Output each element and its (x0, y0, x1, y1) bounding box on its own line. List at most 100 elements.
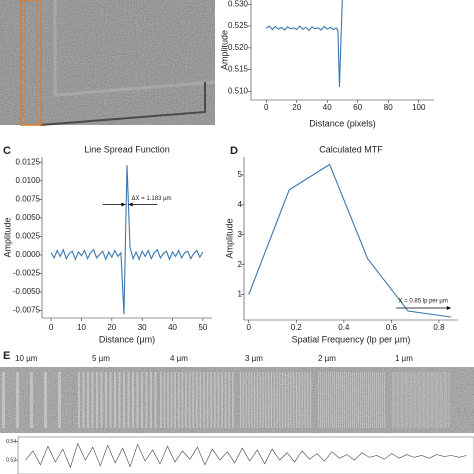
micrograph-bottom (0, 367, 474, 433)
stripe (322, 372, 323, 428)
y-axis-label: Amplitude (219, 30, 229, 70)
scale-label: 3 µm (245, 354, 263, 363)
y-tick-label: 0.525 (228, 21, 249, 30)
stripe (259, 372, 261, 428)
stripe (118, 372, 121, 428)
y-tick-label: 3 (238, 230, 243, 239)
stripe (423, 372, 424, 428)
stripe (407, 372, 409, 428)
stripe (428, 372, 429, 428)
stripe (421, 372, 423, 428)
stripe (342, 372, 343, 428)
stripe (424, 372, 425, 428)
scale-label: 2 µm (318, 354, 336, 363)
arrow-head (121, 202, 126, 207)
stripe (442, 372, 444, 428)
stripe (338, 372, 339, 428)
x-tick-label: 100 (412, 103, 426, 112)
stripe (181, 372, 184, 428)
stripe (416, 372, 418, 428)
stripe (405, 372, 406, 428)
x-tick-label: 40 (168, 323, 177, 332)
stripe (245, 372, 247, 428)
stripe (326, 372, 327, 428)
stripe (293, 372, 295, 428)
stripe (203, 372, 205, 428)
x-tick-label: 0 (49, 323, 54, 332)
stripe (372, 372, 373, 428)
x-tick-label: 0 (247, 323, 252, 332)
stripe (2, 372, 5, 428)
stripe (136, 372, 139, 428)
y-tick-label: 5 (238, 170, 243, 179)
arrow-head (128, 202, 133, 207)
stripe (196, 372, 198, 428)
stripe (242, 372, 244, 428)
stripe (254, 372, 256, 428)
stripe (167, 372, 169, 428)
stripe (411, 372, 412, 428)
data-line (25, 442, 467, 469)
x-tick-label: 30 (138, 323, 147, 332)
data-line (265, 0, 343, 87)
y-tick-label: 0.0125 (16, 157, 41, 166)
stripe (192, 372, 194, 428)
stripe (340, 372, 341, 428)
stripe (418, 372, 419, 428)
stripe (284, 372, 286, 428)
arrow-head (446, 306, 451, 311)
stripe (362, 372, 363, 428)
stripe (344, 372, 345, 428)
stripe (382, 372, 383, 428)
stripe (425, 372, 427, 428)
y-tick-label: -0.0075 (13, 306, 41, 315)
stripe (368, 372, 369, 428)
y-tick-label: 0.0100 (16, 176, 41, 185)
stripe (282, 372, 284, 428)
stripe (384, 372, 385, 428)
stripe (87, 372, 89, 428)
x-axis-label: Spatial Frequency (lp per µm) (292, 334, 411, 344)
stripe (279, 372, 281, 428)
plot-frame (17, 436, 474, 474)
y-axis-label: Amplitude (2, 217, 12, 257)
stripe (399, 372, 401, 428)
y-tick-label: 0.515 (228, 65, 249, 74)
stripe (199, 372, 202, 428)
panel-label: D (230, 145, 238, 157)
stripe (436, 372, 437, 428)
stripe (356, 372, 357, 428)
stripe (251, 372, 253, 428)
stripe (232, 372, 234, 428)
x-tick-label: 80 (384, 103, 393, 112)
x-axis-label: Distance (pixels) (309, 118, 376, 128)
stripe (217, 372, 220, 428)
stripe (320, 372, 321, 428)
stripe (296, 372, 298, 428)
data-line (50, 165, 204, 315)
x-tick-label: 60 (353, 103, 362, 112)
annotation: X = 0.85 lp per µm (399, 299, 448, 305)
x-tick-label: 0.2 (291, 323, 303, 332)
stripe (270, 372, 272, 428)
stripe (378, 372, 379, 428)
x-tick-label: 0 (264, 103, 269, 112)
stripe (427, 372, 428, 428)
stripe (210, 372, 212, 428)
stripe (141, 372, 143, 428)
scale-label: 10 µm (15, 354, 38, 363)
stripe (447, 372, 449, 428)
stripe (82, 372, 85, 428)
chart-title: Line Spread Function (84, 144, 170, 154)
stripe (441, 372, 442, 428)
stripe (44, 372, 47, 428)
x-tick-label: 50 (198, 323, 207, 332)
stripe (109, 372, 112, 428)
x-axis-label: Distance (µm) (99, 334, 155, 344)
stripe (444, 372, 445, 428)
stripe (412, 372, 414, 428)
stripe (419, 372, 420, 428)
panel-label: E (3, 350, 10, 362)
stripe (358, 372, 359, 428)
stripe (431, 372, 432, 428)
